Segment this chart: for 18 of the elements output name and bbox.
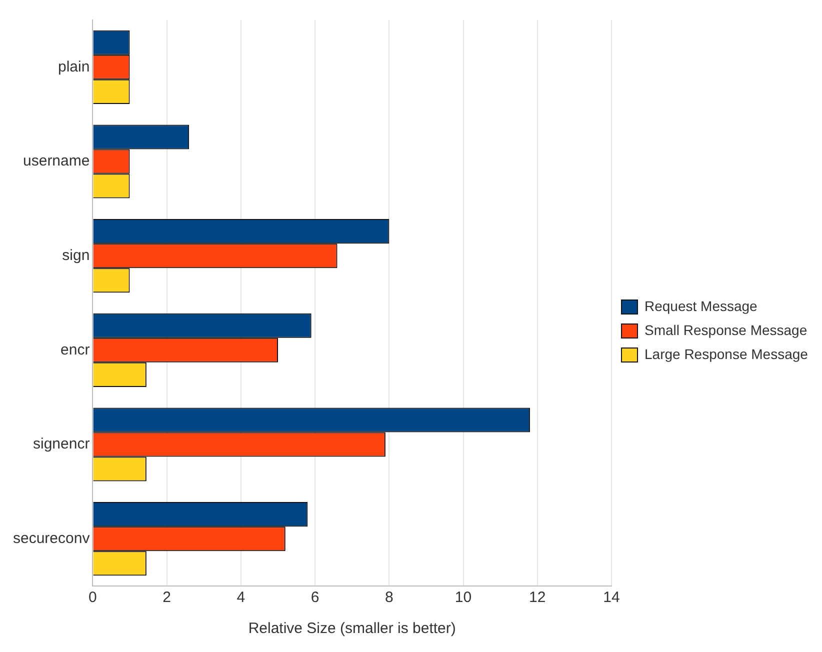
y-tick-label: signencr xyxy=(33,436,90,453)
x-tick-label: 14 xyxy=(603,589,620,606)
x-tick-label: 8 xyxy=(384,589,394,606)
legend-label: Request Message xyxy=(644,298,758,314)
legend-label: Small Response Message xyxy=(644,322,808,338)
legend-label: Large Response Message xyxy=(644,346,808,362)
x-tick-label: 10 xyxy=(454,589,472,606)
y-tick-label: plain xyxy=(58,58,90,76)
y-tick-label: sign xyxy=(62,246,90,264)
x-tick-label: 6 xyxy=(310,589,320,606)
x-tick-label: 12 xyxy=(529,589,546,606)
x-tick-label: 2 xyxy=(162,589,171,606)
x-tick-label: 0 xyxy=(88,589,97,606)
x-axis-title: Relative Size (smaller is better) xyxy=(248,620,456,638)
y-tick-label: encr xyxy=(60,341,90,358)
y-tick-label: secureconv xyxy=(12,530,90,547)
y-tick-label: username xyxy=(23,152,90,170)
x-tick-label: 4 xyxy=(236,589,246,606)
